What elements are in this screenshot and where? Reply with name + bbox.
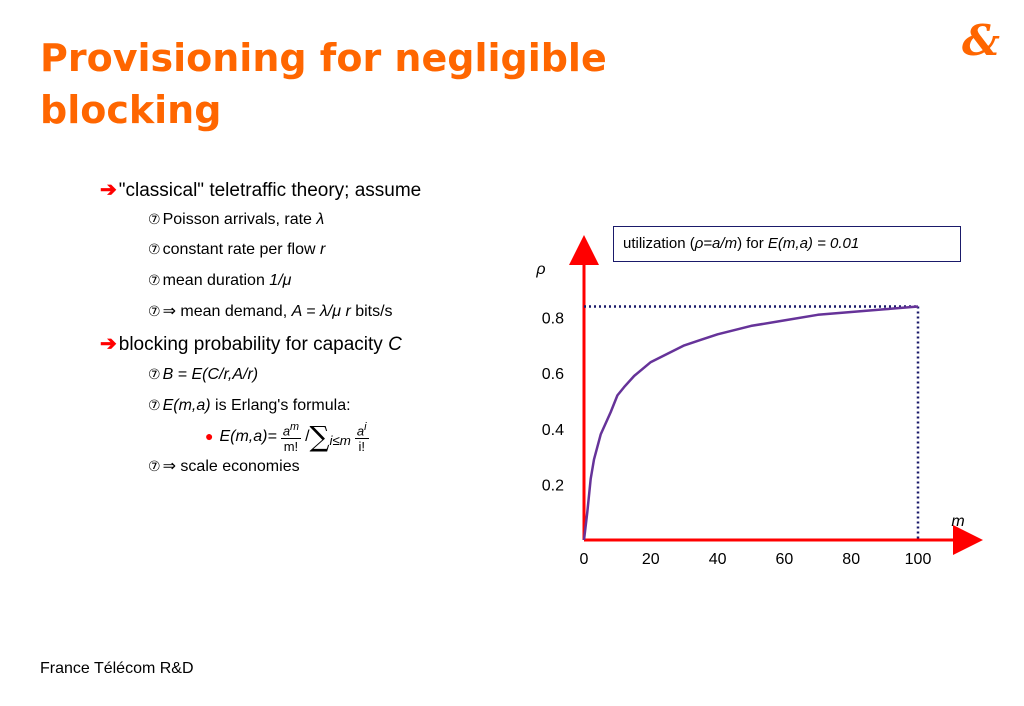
chart-legend: utilization (ρ=a/m) for E(m,a) = 0.01 — [613, 226, 961, 262]
x-tick-label: 0 — [580, 551, 589, 568]
denominator: i! — [358, 438, 365, 454]
slide-title-line-2: blocking — [40, 88, 222, 132]
arrow-bullet-icon: ➔ — [100, 333, 117, 355]
legend-mid: ) for — [737, 235, 768, 252]
sigma-symbol: ∑ — [309, 419, 330, 453]
bullet-blocking-probability: ➔ blocking probability for capacity C — [100, 332, 402, 357]
y-tick-label: 0.2 — [542, 477, 564, 494]
sub-bullet-mean-duration: ⑦ mean duration 1/μ — [148, 271, 291, 291]
sub-bullet-icon: ⑦ — [148, 304, 161, 320]
sub-bullet-icon: ⑦ — [148, 273, 161, 289]
legend-prefix: utilization ( — [623, 235, 695, 252]
numerator-exponent: m — [290, 420, 300, 433]
implies-symbol: ⇒ — [162, 458, 176, 475]
denominator: m! — [283, 438, 299, 454]
numerator-base: a — [282, 422, 291, 438]
x-tick-label: 60 — [776, 551, 794, 568]
sub-bullet-scale-economies: ⑦ ⇒ scale economies — [148, 457, 300, 477]
slide-title: Provisioning for negligible blocking — [40, 32, 760, 136]
x-tick-label: 100 — [905, 551, 932, 568]
dot-bullet-icon: ● — [205, 428, 214, 444]
slide-title-line-1: Provisioning for negligible — [40, 36, 607, 80]
y-tick-label: 0.8 — [542, 311, 564, 328]
france-telecom-logo-icon: & — [962, 16, 1000, 65]
bullet-text: scale economies — [175, 458, 300, 475]
legend-rho: ρ=a/m — [694, 235, 738, 252]
bullet-text: "classical" teletraffic theory; assume — [118, 180, 422, 201]
sub-bullet-erlang: ⑦ E(m,a) is Erlang's formula: — [148, 396, 351, 416]
numerator-exponent: i — [364, 420, 367, 433]
blocking-formula: B = E(C/r,A/r) — [162, 366, 259, 383]
capacity-variable: C — [388, 334, 402, 355]
x-tick-label: 40 — [709, 551, 727, 568]
erlang-function: E(m,a) — [162, 397, 211, 414]
numerator-base: a — [356, 422, 365, 438]
sub-bullet-icon: ⑦ — [148, 212, 161, 228]
demand-unit: bits/s — [350, 303, 393, 320]
erlang-lhs: E(m,a)= — [219, 428, 277, 445]
utilization-curve — [582, 305, 919, 541]
bullet-text: constant rate per flow — [162, 241, 320, 258]
sub-bullet-mean-demand: ⑦ ⇒ mean demand, A = λ/μ r bits/s — [148, 302, 393, 322]
sub-bullet-constant-rate: ⑦ constant rate per flow r — [148, 240, 325, 260]
bullet-text: mean demand, — [175, 303, 292, 320]
y-tick-label: 0.6 — [542, 366, 564, 383]
sub-bullet-icon: ⑦ — [148, 398, 161, 414]
footer-company: France Télécom R&D — [40, 660, 194, 677]
x-tick-label: 20 — [642, 551, 660, 568]
bullet-text: Poisson arrivals, rate — [162, 211, 317, 228]
bullet-text: is Erlang's formula: — [210, 397, 351, 414]
duration-variable: 1/μ — [269, 272, 292, 289]
sub-bullet-icon: ⑦ — [148, 242, 161, 258]
y-tick-label: 0.4 — [542, 422, 564, 439]
bullet-text: blocking probability for capacity — [118, 334, 389, 355]
sub-bullet-icon: ⑦ — [148, 367, 161, 383]
erlang-formula: ● E(m,a)= am m!/∑i≤m ai i! — [205, 418, 373, 459]
division-slash: / — [305, 428, 310, 445]
x-axis-label: m — [951, 513, 964, 530]
y-axis-label: ρ — [535, 261, 545, 278]
lambda-symbol: λ — [316, 211, 325, 228]
fraction-a-m: am m! — [280, 420, 302, 454]
implies-symbol: ⇒ — [162, 303, 176, 320]
sigma-subscript: i≤m — [329, 433, 351, 449]
fraction-a-i: ai i! — [354, 420, 369, 454]
sub-bullet-icon: ⑦ — [148, 459, 161, 475]
rate-variable: r — [319, 241, 326, 258]
sub-bullet-poisson: ⑦ Poisson arrivals, rate λ — [148, 210, 324, 230]
demand-formula: A = λ/μ r — [291, 303, 351, 320]
bullet-classical-theory: ➔ "classical" teletraffic theory; assume — [100, 178, 421, 203]
bullet-text: mean duration — [162, 272, 270, 289]
legend-condition: E(m,a) = 0.01 — [767, 235, 860, 252]
arrow-bullet-icon: ➔ — [100, 179, 117, 201]
x-tick-label: 80 — [842, 551, 860, 568]
